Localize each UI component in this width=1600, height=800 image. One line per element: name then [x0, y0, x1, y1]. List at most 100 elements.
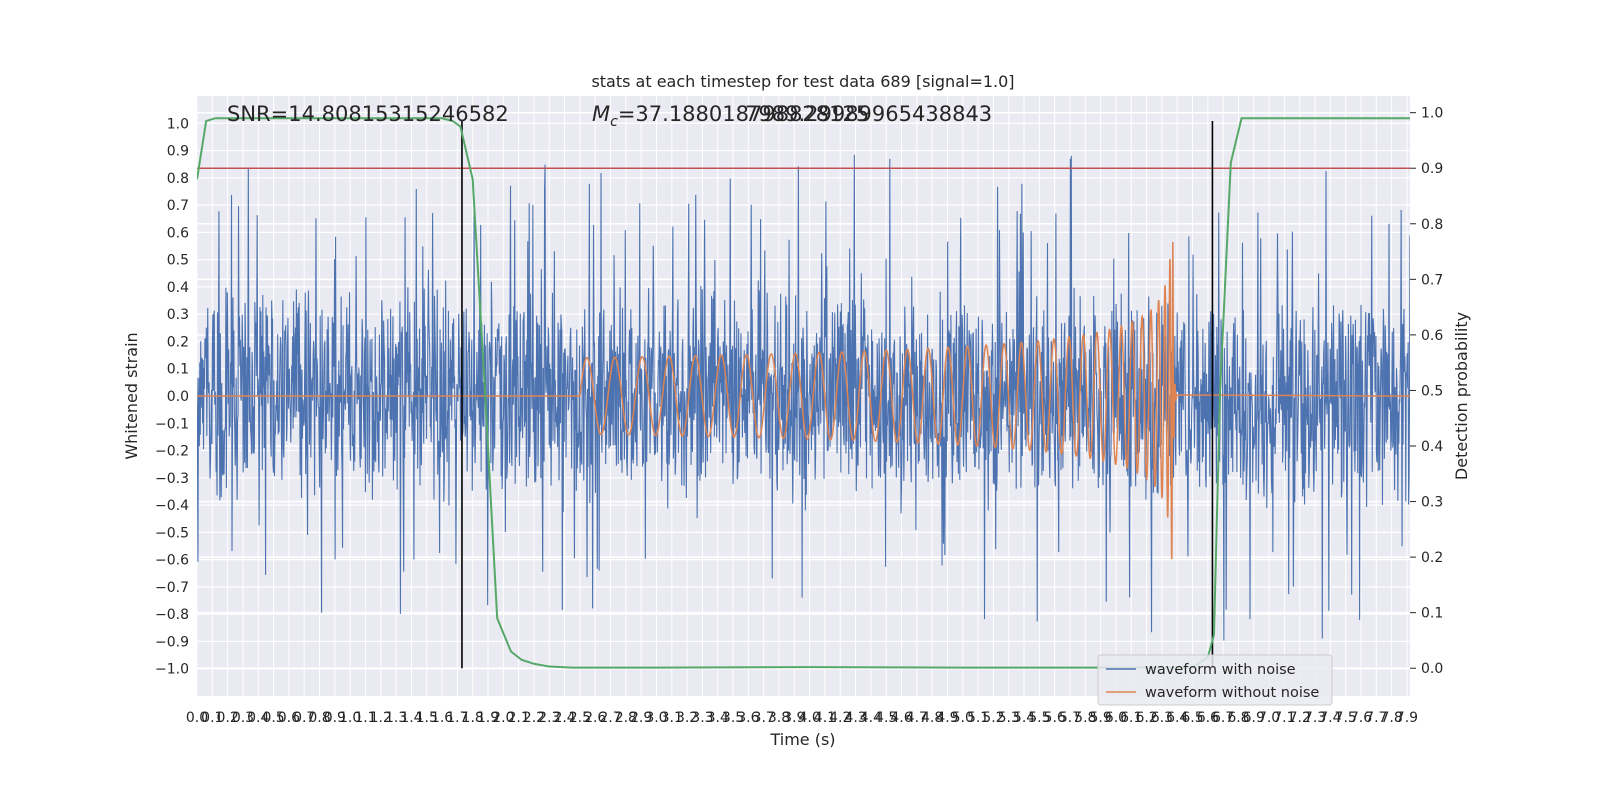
x-tick-label: 4.6: [890, 710, 912, 726]
x-tick-label: 7.4: [1319, 710, 1341, 726]
x-tick-label: 1.6: [431, 710, 453, 726]
x-tick-label: 3.5: [722, 710, 744, 726]
x-tick-label: 7.3: [1304, 710, 1326, 726]
y-tick-label: −0.4: [155, 498, 189, 514]
y-tick-label: −0.8: [155, 607, 189, 623]
x-tick-label: 4.0: [798, 710, 820, 726]
x-tick-label: 2.6: [584, 710, 606, 726]
mc-symbol: M: [592, 102, 610, 126]
x-tick-label: 4.9: [936, 710, 958, 726]
x-tick-label: 4.4: [860, 710, 882, 726]
y-tick-label: 0.6: [167, 225, 189, 241]
x-tick-label: 7.5: [1335, 710, 1357, 726]
x-ticks: 0.00.10.20.30.40.50.60.70.80.91.01.11.21…: [186, 710, 1418, 726]
x-tick-label: 6.3: [1151, 710, 1173, 726]
x-tick-label: 1.7: [446, 710, 468, 726]
x-tick-label: 2.9: [630, 710, 652, 726]
x-tick-label: 2.3: [538, 710, 560, 726]
vertical-markers: [461, 121, 1214, 669]
x-tick-label: 5.1: [967, 710, 989, 726]
x-tick-label: 3.6: [737, 710, 759, 726]
right-y-tick-label: 0.1: [1421, 606, 1443, 622]
x-tick-label: 3.7: [753, 710, 775, 726]
x-tick-label: 5.9: [1089, 710, 1111, 726]
x-tick-label: 0.0: [186, 710, 208, 726]
x-tick-label: 7.6: [1350, 710, 1372, 726]
series-waveform-with-noise: [197, 154, 1410, 641]
x-tick-label: 6.0: [1105, 710, 1127, 726]
x-tick-label: 3.3: [691, 710, 713, 726]
x-tick-label: 2.0: [492, 710, 514, 726]
x-tick-label: 2.8: [615, 710, 637, 726]
y-tick-label: 1.0: [167, 116, 189, 132]
x-axis-label: Time (s): [769, 730, 835, 749]
right-y-tick-label: 0.4: [1421, 439, 1443, 455]
x-tick-label: 5.2: [982, 710, 1004, 726]
x-tick-label: 4.2: [829, 710, 851, 726]
x-tick-label: 0.6: [278, 710, 300, 726]
x-tick-label: 2.7: [599, 710, 621, 726]
mc-annotation: Mc=37.188018798828125: [592, 102, 869, 130]
right-y-tick-label: 0.3: [1421, 495, 1443, 511]
right-y-tick-label: 0.5: [1421, 383, 1443, 399]
y-tick-label: 0.9: [167, 144, 189, 160]
x-tick-label: 2.2: [523, 710, 545, 726]
x-tick-label: 0.7: [293, 710, 315, 726]
x-tick-label: 2.4: [553, 710, 575, 726]
x-tick-label: 3.0: [645, 710, 667, 726]
x-tick-label: 6.4: [1166, 710, 1188, 726]
legend-label-noise: waveform with noise: [1145, 662, 1296, 678]
x-tick-label: 4.7: [906, 710, 928, 726]
y-tick-label: 0.1: [167, 362, 189, 378]
y-tick-label: −0.7: [155, 580, 189, 596]
x-tick-label: 7.2: [1289, 710, 1311, 726]
y-tick-label: 0.0: [167, 389, 189, 405]
x-tick-label: 1.4: [400, 710, 422, 726]
series-detection-probability: [197, 117, 1410, 669]
x-tick-label: 5.6: [1044, 710, 1066, 726]
x-tick-label: 6.8: [1227, 710, 1249, 726]
right-y-ticks: 0.0 0.1 0.2 0.3 0.4 0.5 0.6 0.7 0.8 0.9 1.0: [1410, 106, 1443, 677]
x-tick-label: 6.1: [1120, 710, 1142, 726]
y-tick-label: −1.0: [155, 662, 189, 678]
x-tick-label: 0.1: [201, 710, 223, 726]
x-tick-label: 5.8: [1074, 710, 1096, 726]
right-y-tick-label: 0.7: [1421, 272, 1443, 288]
y-tick-label: −0.2: [155, 444, 189, 460]
x-tick-label: 3.2: [676, 710, 698, 726]
x-tick-label: 3.1: [661, 710, 683, 726]
y-tick-label: −0.3: [155, 471, 189, 487]
x-tick-label: 7.1: [1273, 710, 1295, 726]
mc-value: =37.188018798828125: [618, 102, 869, 126]
legend-label-clean: waveform without noise: [1145, 685, 1319, 701]
x-tick-label: 5.4: [1013, 710, 1035, 726]
y-tick-label: −0.1: [155, 416, 189, 432]
y-tick-label: 0.5: [167, 253, 189, 269]
y-tick-label: 0.2: [167, 334, 189, 350]
x-tick-label: 0.5: [262, 710, 284, 726]
x-tick-label: 1.9: [477, 710, 499, 726]
y-tick-label: −0.6: [155, 553, 189, 569]
right-y-tick-label: 0.9: [1421, 161, 1443, 177]
x-tick-label: 1.5: [416, 710, 438, 726]
x-tick-label: 6.6: [1197, 710, 1219, 726]
x-tick-label: 1.3: [385, 710, 407, 726]
y-tick-label: 0.7: [167, 198, 189, 214]
x-tick-label: 5.0: [952, 710, 974, 726]
x-tick-label: 1.1: [354, 710, 376, 726]
x-tick-label: 1.0: [339, 710, 361, 726]
series-waveform-without-noise: [197, 241, 1410, 560]
x-tick-label: 0.3: [232, 710, 254, 726]
x-tick-label: 1.2: [370, 710, 392, 726]
x-tick-label: 4.3: [844, 710, 866, 726]
right-y-tick-label: 0.8: [1421, 217, 1443, 233]
y-tick-label: −0.5: [155, 525, 189, 541]
right-y-tick-label: 0.0: [1421, 661, 1443, 677]
legend-box: [1097, 654, 1333, 706]
left-y-ticks: −1.0 −0.9 −0.8 −0.7 −0.6 −0.5 −0.4 −0.3 −0.2 −0.1…: [155, 116, 189, 677]
x-tick-label: 6.2: [1135, 710, 1157, 726]
y-tick-label: 0.4: [167, 280, 189, 296]
right-y-tick-label: 1.0: [1421, 106, 1443, 122]
x-tick-label: 2.1: [507, 710, 529, 726]
